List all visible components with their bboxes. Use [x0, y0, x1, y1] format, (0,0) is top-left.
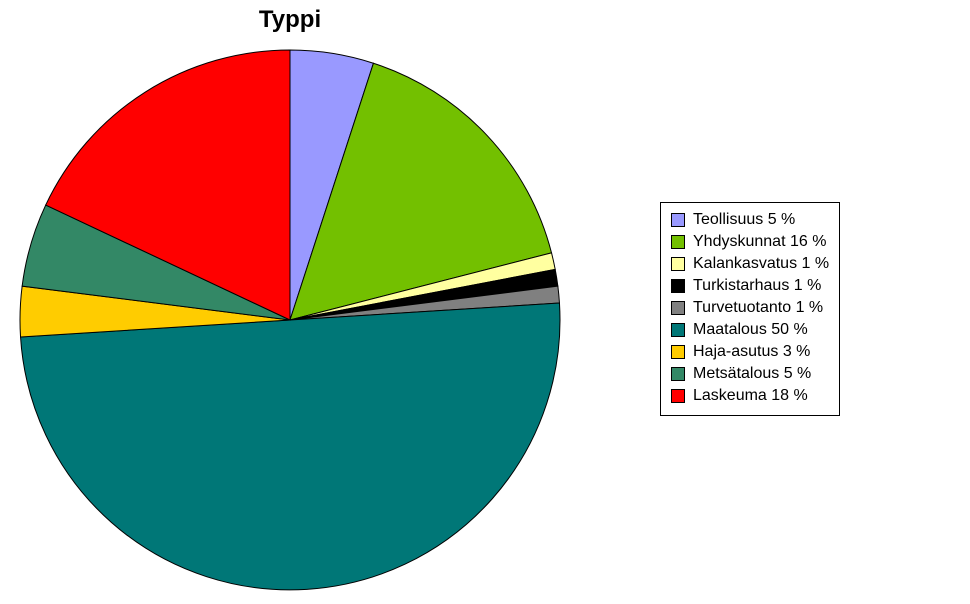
chart-stage: Typpi Teollisuus 5 % Yhdyskunnat 16 % Kala…	[0, 0, 970, 604]
legend-item: Haja-asutus 3 %	[671, 343, 829, 361]
legend-label: Metsätalous 5 %	[693, 365, 811, 383]
legend-item: Turkistarhaus 1 %	[671, 277, 829, 295]
legend-swatch	[671, 367, 685, 381]
legend-label: Turvetuotanto 1 %	[693, 299, 823, 317]
legend-item: Kalankasvatus 1 %	[671, 255, 829, 273]
legend-item: Metsätalous 5 %	[671, 365, 829, 383]
legend-item: Turvetuotanto 1 %	[671, 299, 829, 317]
legend-item: Teollisuus 5 %	[671, 211, 829, 229]
legend-label: Kalankasvatus 1 %	[693, 255, 829, 273]
legend-swatch	[671, 213, 685, 227]
legend-swatch	[671, 279, 685, 293]
legend-label: Maatalous 50 %	[693, 321, 808, 339]
legend-swatch	[671, 323, 685, 337]
legend-swatch	[671, 301, 685, 315]
pie-chart	[18, 48, 562, 592]
legend-item: Laskeuma 18 %	[671, 387, 829, 405]
chart-title: Typpi	[0, 6, 580, 34]
legend-swatch	[671, 389, 685, 403]
legend: Teollisuus 5 % Yhdyskunnat 16 % Kalankasva…	[660, 202, 840, 416]
legend-swatch	[671, 345, 685, 359]
legend-swatch	[671, 257, 685, 271]
legend-label: Teollisuus 5 %	[693, 211, 795, 229]
legend-swatch	[671, 235, 685, 249]
legend-item: Yhdyskunnat 16 %	[671, 233, 829, 251]
pie-slice	[21, 303, 560, 590]
legend-label: Haja-asutus 3 %	[693, 343, 810, 361]
pie-svg	[18, 48, 562, 592]
legend-label: Turkistarhaus 1 %	[693, 277, 821, 295]
legend-label: Yhdyskunnat 16 %	[693, 233, 826, 251]
legend-item: Maatalous 50 %	[671, 321, 829, 339]
legend-label: Laskeuma 18 %	[693, 387, 808, 405]
